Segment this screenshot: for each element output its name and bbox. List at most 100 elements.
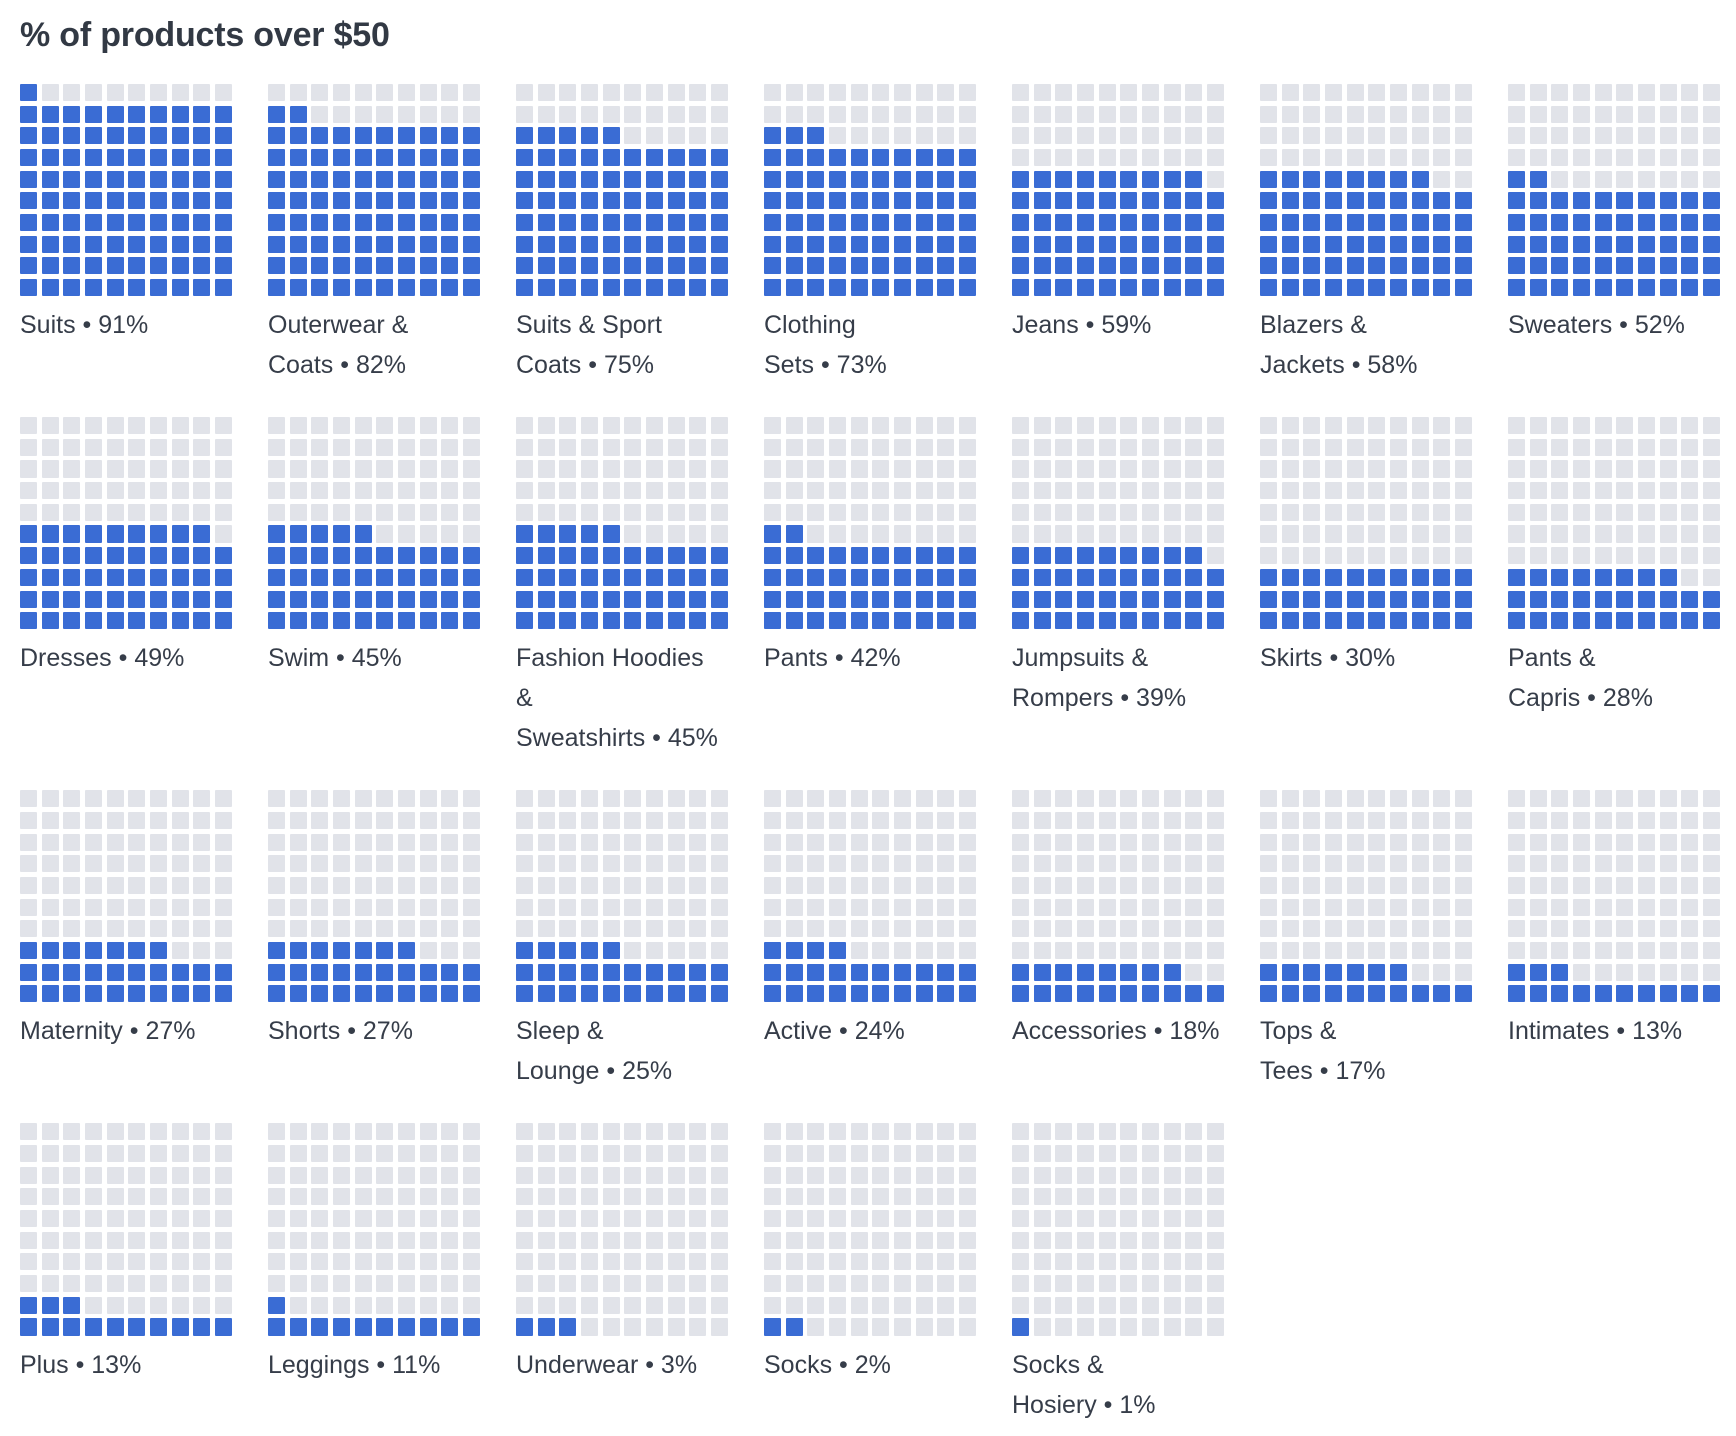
waffle-square-empty (764, 1275, 782, 1293)
waffle-square-empty (829, 1123, 847, 1141)
waffle-square-filled (63, 525, 81, 543)
waffle-square-filled (1529, 568, 1547, 586)
waffle-square-empty (419, 855, 437, 873)
waffle-square-filled (441, 279, 459, 297)
waffle-square-empty (1346, 417, 1364, 435)
waffle-square-filled (128, 235, 146, 253)
waffle-square-empty (807, 1318, 825, 1336)
waffle-label-line: Socks • 2% (764, 1350, 891, 1379)
waffle-square-empty (894, 1318, 912, 1336)
waffle-square-empty (1508, 105, 1526, 123)
waffle-square-filled (537, 127, 555, 145)
waffle-square-empty (1207, 963, 1225, 981)
waffle-square-filled (667, 279, 685, 297)
waffle-square-filled (354, 525, 372, 543)
waffle-square-filled (1281, 985, 1299, 1003)
waffle-label: Fashion Hoodies & Sweatshirts • 45% (516, 638, 728, 758)
waffle-square-empty (1281, 547, 1299, 565)
waffle-square-filled (1120, 590, 1138, 608)
waffle-square-empty (1616, 941, 1634, 960)
waffle-square-empty (193, 898, 211, 916)
waffle-square-empty (311, 1123, 329, 1141)
waffle-square-filled (894, 590, 912, 608)
waffle-square-empty (537, 898, 555, 916)
waffle-square-empty (785, 1188, 803, 1206)
waffle-square-empty (829, 1275, 847, 1293)
waffle-square-filled (128, 941, 146, 960)
waffle-square-empty (463, 833, 481, 851)
waffle-square-filled (581, 525, 599, 543)
waffle-square-empty (785, 1275, 803, 1293)
waffle-square-empty (785, 84, 803, 102)
waffle-square-empty (667, 941, 685, 960)
waffle-square-empty (1551, 105, 1569, 123)
waffle-square-filled (915, 279, 933, 297)
waffle-square-filled (128, 257, 146, 275)
waffle-square-empty (872, 1166, 890, 1184)
waffle-square-empty (398, 855, 416, 873)
waffle-square-empty (1120, 790, 1138, 808)
waffle-square-empty (1098, 525, 1116, 543)
waffle-square-empty (1207, 105, 1225, 123)
waffle-square-filled (289, 279, 307, 297)
waffle-square-empty (128, 438, 146, 456)
waffle-square-empty (1033, 941, 1051, 960)
waffle-square-empty (20, 1123, 38, 1141)
waffle-square-empty (171, 941, 189, 960)
waffle-square-empty (1120, 898, 1138, 916)
waffle-square-empty (1594, 898, 1612, 916)
waffle-square-empty (1703, 790, 1721, 808)
waffle-square-empty (1390, 525, 1408, 543)
waffle-label: Clothing Sets • 73% (764, 305, 976, 385)
waffle-square-empty (1325, 105, 1343, 123)
waffle-square-empty (1346, 920, 1364, 938)
waffle-square-empty (20, 503, 38, 521)
waffle-square-filled (764, 941, 782, 960)
waffle-square-empty (63, 876, 81, 895)
waffle-square-empty (85, 482, 103, 500)
waffle-square-empty (1142, 105, 1160, 123)
waffle-square-empty (764, 105, 782, 123)
waffle-square-empty (894, 525, 912, 543)
waffle-square-filled (171, 985, 189, 1003)
waffle-square-empty (1207, 525, 1225, 543)
waffle-square-empty (171, 1166, 189, 1184)
waffle-square-empty (764, 460, 782, 478)
waffle-square-empty (106, 1166, 124, 1184)
waffle-square-empty (537, 460, 555, 478)
waffle-square-empty (1551, 525, 1569, 543)
waffle-square-empty (289, 811, 307, 829)
waffle-square-empty (193, 1210, 211, 1228)
waffle-square-empty (1638, 898, 1656, 916)
waffle-square-empty (646, 1275, 664, 1293)
waffle-square-filled (1703, 257, 1721, 275)
waffle-square-filled (711, 568, 729, 586)
waffle-square-filled (1390, 257, 1408, 275)
waffle-square-empty (289, 482, 307, 500)
waffle-square-empty (193, 1231, 211, 1249)
waffle-square-filled (289, 170, 307, 188)
waffle-square-filled (1659, 192, 1677, 210)
waffle-square-filled (63, 1318, 81, 1336)
waffle-square-empty (441, 1188, 459, 1206)
waffle-square-filled (1433, 568, 1451, 586)
waffle-square-empty (624, 1188, 642, 1206)
waffle-cell-dresses: Dresses • 49% (20, 417, 233, 678)
waffle-square-empty (689, 811, 707, 829)
waffle-square-filled (559, 568, 577, 586)
waffle-square-filled (63, 963, 81, 981)
waffle-square-filled (1281, 192, 1299, 210)
waffle-square-empty (268, 876, 286, 895)
waffle-square-empty (537, 876, 555, 895)
waffle-square-filled (150, 547, 168, 565)
waffle-square-empty (1055, 127, 1073, 145)
waffle-square-empty (1594, 833, 1612, 851)
waffle-square-empty (1573, 525, 1591, 543)
waffle-square-empty (171, 1145, 189, 1163)
waffle-square-empty (1616, 127, 1634, 145)
waffle-square-empty (1077, 1188, 1095, 1206)
waffle-square-empty (1163, 84, 1181, 102)
waffle-square-empty (1616, 170, 1634, 188)
waffle-square-filled (764, 612, 782, 630)
waffle-square-empty (1142, 503, 1160, 521)
